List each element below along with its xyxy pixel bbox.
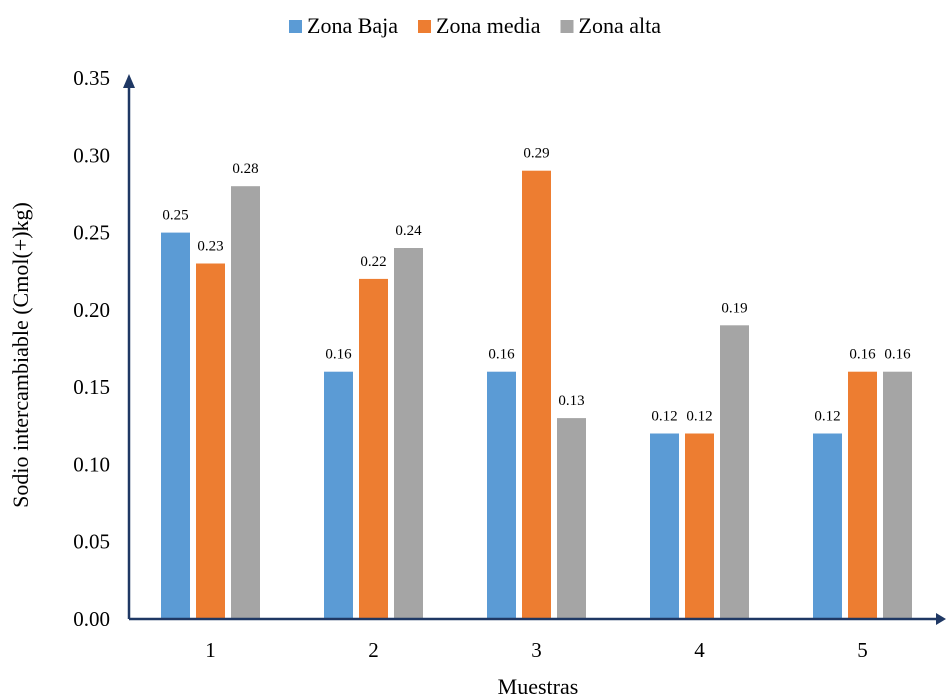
data-label: 0.25 [162, 208, 188, 224]
data-label: 0.12 [814, 409, 840, 425]
x-axis-ticks: 1 2 3 4 5 [205, 638, 868, 662]
bar [231, 186, 260, 619]
x-tick-label: 1 [205, 638, 216, 662]
y-tick-label: 0.25 [73, 221, 110, 245]
bar [196, 263, 225, 619]
x-tick-label: 2 [368, 638, 379, 662]
y-axis-arrow [123, 74, 135, 88]
bar [522, 170, 551, 619]
x-tick-label: 3 [531, 638, 542, 662]
x-tick-label: 5 [857, 638, 868, 662]
bar [161, 232, 190, 619]
x-tick-label: 4 [694, 638, 705, 662]
y-tick-label: 0.30 [73, 143, 110, 167]
bar [557, 418, 586, 619]
data-label: 0.23 [197, 239, 223, 255]
y-axis-ticks: 0.00 0.05 0.10 0.15 0.20 0.25 0.30 0.35 [73, 66, 110, 631]
data-label: 0.22 [360, 254, 386, 270]
bar [685, 433, 714, 619]
data-label: 0.16 [325, 347, 352, 363]
y-axis-title: Sodio intercambiable (Cmol(+)kg) [8, 202, 33, 508]
data-labels: 0.25 0.23 0.28 0.16 0.22 0.24 0.16 0.29 0.13 0.12… [162, 146, 911, 425]
axes [123, 74, 946, 625]
bar [359, 278, 388, 619]
legend-label: Zona media [436, 13, 541, 38]
bar [324, 371, 353, 619]
data-label: 0.12 [651, 409, 677, 425]
legend-label: Zona alta [579, 13, 662, 38]
legend-swatch [289, 20, 302, 33]
y-tick-label: 0.05 [73, 530, 110, 554]
data-label: 0.12 [686, 409, 712, 425]
x-axis-title: Muestras [498, 674, 579, 699]
legend-swatch [560, 20, 574, 33]
data-label: 0.16 [849, 347, 876, 363]
data-label: 0.24 [395, 223, 422, 239]
bar [813, 433, 842, 619]
bar [720, 325, 749, 619]
legend-swatch [418, 20, 431, 33]
y-tick-label: 0.20 [73, 298, 110, 322]
data-label: 0.16 [488, 347, 515, 363]
bar [650, 433, 679, 619]
bar [394, 248, 423, 619]
bars [161, 170, 912, 619]
data-label: 0.13 [558, 393, 584, 409]
data-label: 0.28 [232, 161, 258, 177]
data-label: 0.29 [523, 146, 549, 162]
data-label: 0.16 [884, 347, 911, 363]
legend: Zona Baja Zona media Zona alta [289, 13, 661, 38]
x-axis-arrow [936, 613, 946, 625]
legend-label: Zona Baja [307, 13, 398, 38]
y-tick-label: 0.15 [73, 375, 110, 399]
data-label: 0.19 [721, 300, 747, 316]
y-tick-label: 0.10 [73, 452, 110, 476]
bar [848, 371, 877, 619]
y-tick-label: 0.00 [73, 607, 110, 631]
bar [487, 371, 516, 619]
bar [883, 371, 912, 619]
y-tick-label: 0.35 [73, 66, 110, 90]
